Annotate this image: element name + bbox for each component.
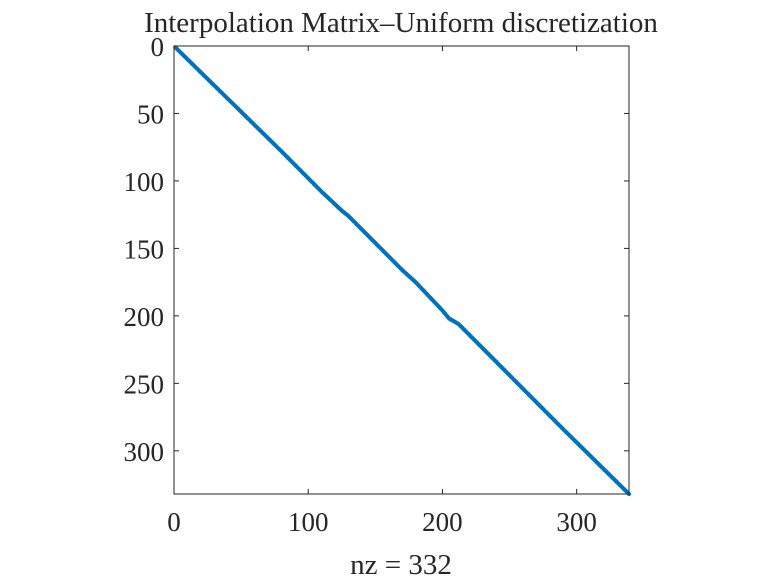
y-tick-label: 0 bbox=[151, 32, 165, 62]
chart-title: Interpolation Matrix–Uniform discretizat… bbox=[144, 7, 658, 39]
x-tick-label: 100 bbox=[288, 507, 329, 537]
x-tick-label: 200 bbox=[422, 507, 463, 537]
x-axis-label: nz = 332 bbox=[350, 549, 452, 581]
y-tick-label: 200 bbox=[124, 302, 165, 332]
x-tick-label: 300 bbox=[556, 507, 597, 537]
y-tick-label: 250 bbox=[124, 369, 165, 399]
y-tick-label: 50 bbox=[137, 99, 164, 129]
y-tick-label: 150 bbox=[124, 234, 165, 264]
data-layer bbox=[173, 45, 632, 497]
x-tick-label: 0 bbox=[167, 507, 181, 537]
y-tick-label: 100 bbox=[124, 167, 165, 197]
tick-layer: 0 100 200 300 0 50 100 150 200 250 300 bbox=[124, 32, 629, 537]
plot-frame bbox=[173, 45, 630, 495]
y-tick-label: 300 bbox=[124, 437, 165, 467]
